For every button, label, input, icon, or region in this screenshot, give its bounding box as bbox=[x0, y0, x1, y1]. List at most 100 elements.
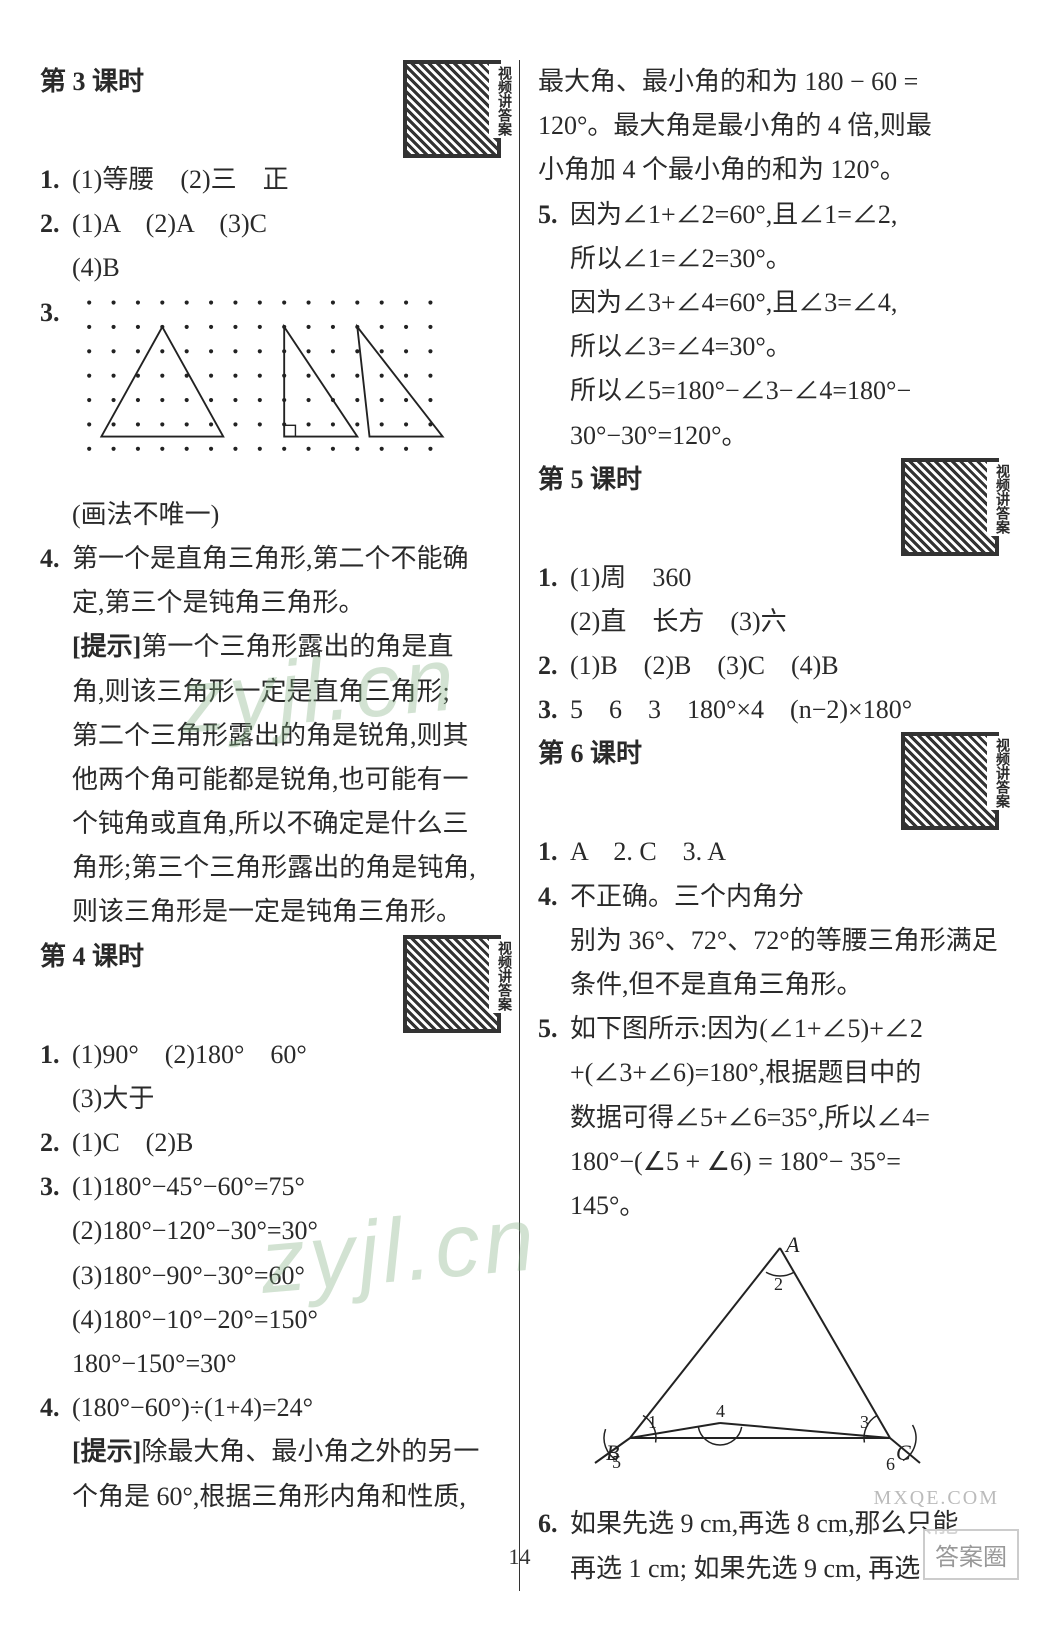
l3-item-2b: (4)B bbox=[40, 246, 501, 290]
hint-line: [提示]除最大角、最小角之外的另一 bbox=[40, 1430, 501, 1474]
item-body: (1)90° (2)180° 60° bbox=[72, 1033, 501, 1077]
l5-item-1: 1. (1)周 360 bbox=[538, 556, 999, 600]
item-body: (1)A (2)A (3)C bbox=[72, 202, 501, 246]
lesson-4-title: 第 4 课时 bbox=[40, 935, 144, 979]
lesson-5-heading: 第 5 课时 视频讲答案 bbox=[538, 458, 999, 556]
l3-item-2: 2. (1)A (2)A (3)C bbox=[40, 202, 501, 246]
item-body bbox=[72, 291, 501, 493]
l4-item-2: 2. (1)C (2)B bbox=[40, 1121, 501, 1165]
l3-item-1: 1. (1)等腰 (2)三 正 bbox=[40, 158, 501, 202]
text-line: 角形;第三个三角形露出的角是钝角, bbox=[40, 846, 501, 890]
text-line: (3)大于 bbox=[40, 1077, 501, 1121]
triangle-diagram-wrap: ABC215364 bbox=[538, 1228, 999, 1502]
text-line: 定,第三个是钝角三角形。 bbox=[40, 581, 501, 625]
item-number: 1. bbox=[538, 556, 570, 600]
item-body: (1)等腰 (2)三 正 bbox=[72, 158, 501, 202]
right-column: 最大角、最小角的和为 180 − 60 = 120°。最大角是最小角的 4 倍,… bbox=[520, 60, 999, 1591]
text-line: 小角加 4 个最小角的和为 120°。 bbox=[538, 148, 999, 192]
qr-code-icon: 视频讲答案 bbox=[403, 60, 501, 158]
qr-code-icon: 视频讲答案 bbox=[901, 458, 999, 556]
item-body: (1)180°−45°−60°=75° bbox=[72, 1165, 501, 1209]
item-body: 不正确。三个内角分 bbox=[570, 875, 999, 919]
l3-item-3: 3. bbox=[40, 291, 501, 493]
item-number: 5. bbox=[538, 1007, 570, 1051]
text-line: 30°−30°=120°。 bbox=[538, 414, 999, 458]
text-line: (2)180°−120°−30°=30° bbox=[40, 1209, 501, 1253]
svg-text:4: 4 bbox=[716, 1401, 725, 1421]
qr-label: 视频讲答案 bbox=[489, 64, 517, 138]
triangle-diagram: ABC215364 bbox=[570, 1228, 930, 1488]
lesson-3-title: 第 3 课时 bbox=[40, 60, 144, 104]
l5-item-3: 3. 5 6 3 180°×4 (n−2)×180° bbox=[538, 688, 999, 732]
item-number: 3. bbox=[40, 1165, 72, 1209]
item-number: 2. bbox=[538, 644, 570, 688]
item-number: 4. bbox=[40, 1386, 72, 1430]
item-number: 3. bbox=[538, 688, 570, 732]
item-body: (1)周 360 bbox=[570, 556, 999, 600]
svg-text:5: 5 bbox=[612, 1452, 621, 1472]
item-number: 1. bbox=[538, 830, 570, 874]
item-number: 3. bbox=[40, 291, 72, 335]
text-line: 所以∠1=∠2=30°。 bbox=[538, 237, 999, 281]
svg-text:1: 1 bbox=[648, 1412, 657, 1432]
qr-label: 视频讲答案 bbox=[987, 736, 1015, 810]
svg-text:C: C bbox=[896, 1440, 911, 1465]
lesson-6-title: 第 6 课时 bbox=[538, 732, 642, 776]
hint-label: [提示] bbox=[72, 1437, 141, 1466]
hint-text: 第一个三角形露出的角是直 bbox=[141, 632, 453, 661]
lesson-6-heading: 第 6 课时 视频讲答案 bbox=[538, 732, 999, 830]
text-line: (4)180°−10°−20°=150° bbox=[40, 1298, 501, 1342]
svg-text:3: 3 bbox=[860, 1412, 869, 1432]
item-body: (1)B (2)B (3)C (4)B bbox=[570, 644, 999, 688]
item-body: A 2. C 3. A bbox=[570, 830, 999, 874]
qr-label: 视频讲答案 bbox=[489, 939, 517, 1013]
text-line: 所以∠3=∠4=30°。 bbox=[538, 325, 999, 369]
corner-badge: 答案圈 bbox=[923, 1529, 1019, 1580]
l6-item-5: 5. 如下图所示:因为(∠1+∠5)+∠2 bbox=[538, 1007, 999, 1051]
text-line: +(∠3+∠6)=180°,根据题目中的 bbox=[538, 1051, 999, 1095]
l4-item-1: 1. (1)90° (2)180° 60° bbox=[40, 1033, 501, 1077]
item-body: 因为∠1+∠2=60°,且∠1=∠2, bbox=[570, 193, 999, 237]
svg-text:A: A bbox=[784, 1232, 800, 1257]
text-line: 因为∠3+∠4=60°,且∠3=∠4, bbox=[538, 281, 999, 325]
item-body: 5 6 3 180°×4 (n−2)×180° bbox=[570, 688, 999, 732]
lesson-3-heading: 第 3 课时 视频讲答案 bbox=[40, 60, 501, 158]
hint-label: [提示] bbox=[72, 632, 141, 661]
item-body: 第一个是直角三角形,第二个不能确 bbox=[72, 537, 501, 581]
text-line: 最大角、最小角的和为 180 − 60 = bbox=[538, 60, 999, 104]
svg-text:2: 2 bbox=[774, 1274, 783, 1294]
text-line: (2)直 长方 (3)六 bbox=[538, 600, 999, 644]
hint-line: [提示]第一个三角形露出的角是直 bbox=[40, 625, 501, 669]
hint-text: 除最大角、最小角之外的另一 bbox=[141, 1437, 479, 1466]
lesson-5-title: 第 5 课时 bbox=[538, 458, 642, 502]
item-number: 2. bbox=[40, 1121, 72, 1165]
text-line: 数据可得∠5+∠6=35°,所以∠4= bbox=[538, 1096, 999, 1140]
qr-label: 视频讲答案 bbox=[987, 462, 1015, 536]
text-line: 第二个三角形露出的角是锐角,则其 bbox=[40, 714, 501, 758]
l6-item-4: 4. 不正确。三个内角分 bbox=[538, 875, 999, 919]
qr-code-icon: 视频讲答案 bbox=[901, 732, 999, 830]
text-line: 条件,但不是直角三角形。 bbox=[538, 963, 999, 1007]
text-line: 145°。 bbox=[538, 1184, 999, 1228]
l3-item-4: 4. 第一个是直角三角形,第二个不能确 bbox=[40, 537, 501, 581]
text-line: 角,则该三角形一定是直角三角形; bbox=[40, 670, 501, 714]
item-number: 2. bbox=[40, 202, 72, 246]
text-line: 180°−150°=30° bbox=[40, 1342, 501, 1386]
item-number: 4. bbox=[40, 537, 72, 581]
svg-text:6: 6 bbox=[886, 1454, 895, 1474]
item-number: 5. bbox=[538, 193, 570, 237]
text-line: 所以∠5=180°−∠3−∠4=180°− bbox=[538, 369, 999, 413]
l5-item-2: 2. (1)B (2)B (3)C (4)B bbox=[538, 644, 999, 688]
l6-row1: 1. A 2. C 3. A bbox=[538, 830, 999, 874]
text-line: (3)180°−90°−30°=60° bbox=[40, 1254, 501, 1298]
l4-item-3: 3. (1)180°−45°−60°=75° bbox=[40, 1165, 501, 1209]
l4-item-5: 5. 因为∠1+∠2=60°,且∠1=∠2, bbox=[538, 193, 999, 237]
item-body: (180°−60°)÷(1+4)=24° bbox=[72, 1386, 501, 1430]
item-number: 1. bbox=[40, 1033, 72, 1077]
l3-caption: (画法不唯一) bbox=[40, 493, 501, 537]
lesson-4-heading: 第 4 课时 视频讲答案 bbox=[40, 935, 501, 1033]
dot-grid-triangles bbox=[72, 295, 472, 475]
qr-code-icon: 视频讲答案 bbox=[403, 935, 501, 1033]
item-number: 1. bbox=[40, 158, 72, 202]
text-line: 180°−(∠5 + ∠6) = 180°− 35°= bbox=[538, 1140, 999, 1184]
